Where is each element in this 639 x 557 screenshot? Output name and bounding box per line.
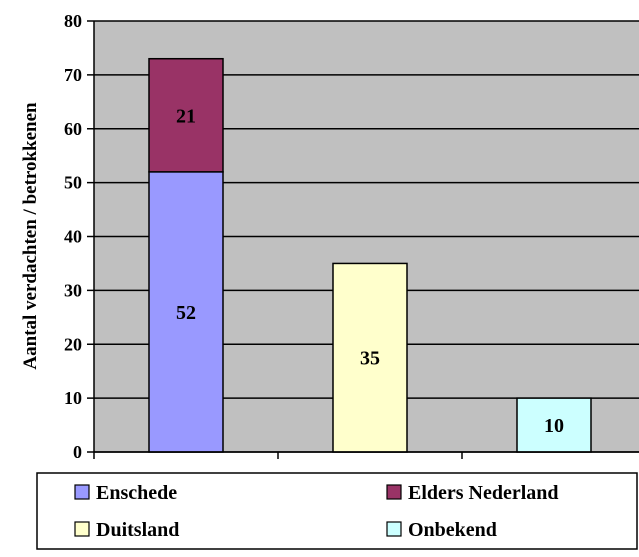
y-tick-label: 70	[64, 65, 82, 85]
axes: 0 10 20 30 40 50 60 70 80	[64, 11, 639, 462]
legend-swatch	[386, 484, 402, 500]
y-tick-label: 0	[73, 442, 82, 462]
legend-label: Elders Nederland	[408, 482, 559, 504]
y-tick-label: 20	[64, 334, 82, 354]
bar-duitsland	[332, 262, 408, 453]
data-label: 21	[176, 105, 196, 127]
legend-label: Duitsland	[96, 519, 179, 541]
y-tick-label: 60	[64, 119, 82, 139]
y-tick-label: 40	[64, 227, 82, 247]
legend-swatch	[74, 484, 90, 500]
bar-elders-nederland	[148, 57, 224, 173]
data-label: 52	[176, 302, 196, 324]
legend-label: Onbekend	[408, 519, 497, 541]
legend-swatch	[386, 521, 402, 537]
data-label: 35	[360, 348, 380, 370]
bar-onbekend	[516, 397, 592, 453]
legend-swatch	[74, 521, 90, 537]
legend-box	[36, 472, 638, 550]
bar-enschede	[148, 171, 224, 453]
y-tick-label: 10	[64, 388, 82, 408]
legend-label: Enschede	[96, 482, 177, 504]
bars: 52 21 35 10	[148, 57, 592, 453]
y-tick-label: 30	[64, 280, 82, 300]
y-tick-label: 80	[64, 11, 82, 31]
y-tick-label: 50	[64, 173, 82, 193]
legend: Enschede Elders Nederland Duitsland Onbeken…	[36, 472, 638, 550]
data-label: 10	[544, 415, 564, 437]
y-axis-title: Aantal verdachten / betrokkenen	[20, 102, 41, 370]
